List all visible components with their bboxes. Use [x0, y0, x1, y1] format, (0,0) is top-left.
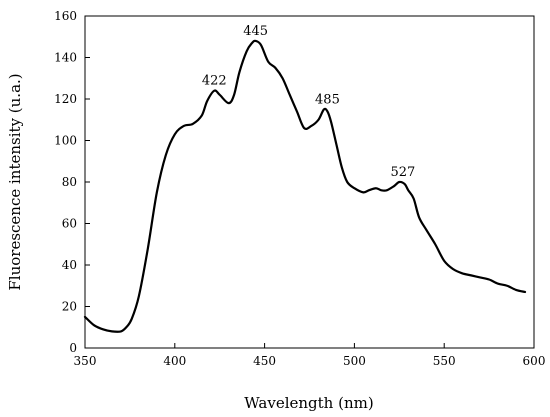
plot-frame-group	[84, 15, 535, 349]
x-axis-title: Wavelength (nm)	[244, 394, 373, 412]
peak-label-422: 422	[202, 74, 227, 89]
y-tick-label: 0	[69, 341, 77, 355]
peak-label-527: 527	[390, 165, 415, 180]
y-tick-label: 40	[62, 258, 77, 272]
y-axis-title: Fluorescence intensity (u.a.)	[6, 73, 24, 290]
y-tick-label: 120	[54, 92, 77, 106]
x-tick-label: 350	[74, 354, 97, 368]
y-tick-label: 60	[62, 217, 77, 231]
plot-frame	[84, 15, 535, 349]
x-tick-label: 550	[433, 354, 456, 368]
x-tick-label: 450	[253, 354, 276, 368]
x-tick-label: 600	[523, 354, 546, 368]
ticks-group: 350 400 450 500 550 600 0 20 40 60 80 100 120 140 160	[54, 9, 545, 368]
y-tick-label: 140	[54, 51, 77, 65]
y-tick-label: 20	[62, 300, 77, 314]
y-tick-label: 80	[62, 175, 77, 189]
annotations-group: 422 445 485 527	[202, 24, 415, 180]
peak-label-485: 485	[315, 92, 340, 107]
peak-label-445: 445	[243, 24, 268, 39]
y-tick-label: 100	[54, 134, 77, 148]
series-line-0	[83, 39, 527, 333]
y-tick-label: 160	[54, 9, 77, 23]
series-group	[83, 39, 527, 333]
x-tick-label: 400	[163, 354, 186, 368]
x-tick-label: 500	[343, 354, 366, 368]
